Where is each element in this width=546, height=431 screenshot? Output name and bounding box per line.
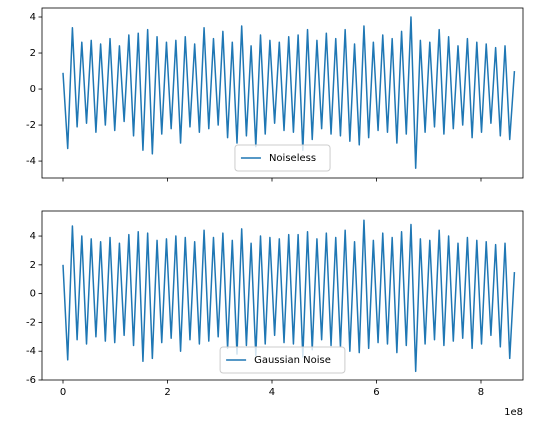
y-tick-label: -2: [26, 120, 36, 131]
data-line: [62, 16, 516, 170]
y-tick-label: 0: [30, 289, 36, 300]
axes-frame: [41, 7, 524, 179]
x-tick-label: 2: [164, 387, 170, 398]
x-tick-label: 6: [373, 387, 379, 398]
x-offset-label: 1e8: [504, 407, 523, 418]
y-tick-label: -4: [26, 156, 36, 167]
y-tick-label: 0: [30, 84, 36, 95]
legend-label: Noiseless: [269, 153, 316, 164]
x-tick-label: 4: [269, 387, 275, 398]
y-tick-label: 2: [30, 260, 36, 271]
axes-frame: [41, 210, 524, 381]
legend: Noiseless: [240, 153, 316, 164]
x-tick-label: 0: [60, 387, 66, 398]
y-tick-label: 4: [30, 231, 36, 242]
legend-label: Gaussian Noise: [254, 355, 331, 366]
y-tick-label: -4: [26, 346, 36, 357]
y-tick-label: -2: [26, 317, 36, 328]
legend: Gaussian Noise: [226, 355, 331, 366]
data-line: [62, 219, 516, 373]
x-tick-label: 8: [478, 387, 484, 398]
y-tick-label: -6: [26, 375, 36, 386]
legend-frame: [219, 346, 346, 374]
legend-frame: [234, 144, 331, 172]
y-tick-label: 2: [30, 48, 36, 59]
y-tick-label: 4: [30, 12, 36, 23]
